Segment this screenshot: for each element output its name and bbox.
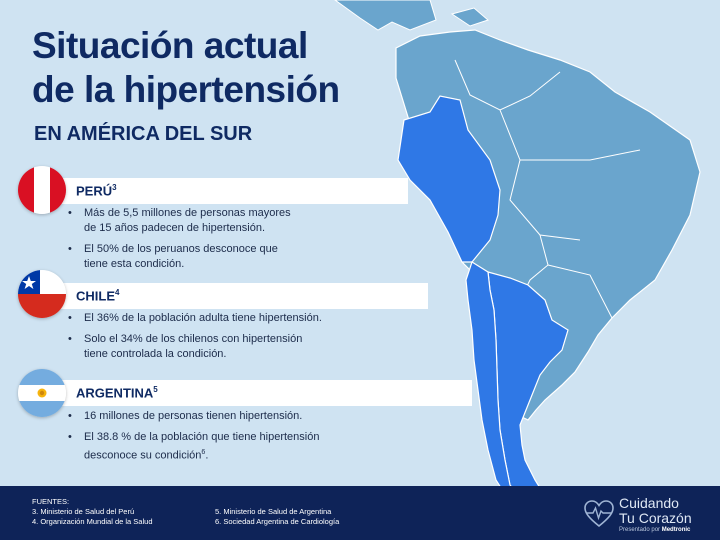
source-item: 5. Ministerio de Salud de Argentina bbox=[215, 507, 332, 516]
chile-flag-icon bbox=[18, 270, 66, 318]
source-item: 4. Organización Mundial de la Salud bbox=[32, 517, 153, 526]
central-america-landmass bbox=[334, 0, 437, 31]
peru-bullets: Más de 5,5 millones de personas mayores … bbox=[68, 206, 291, 278]
source-item: 3. Ministerio de Salud del Perú bbox=[32, 507, 135, 516]
list-item: Más de 5,5 millones de personas mayores … bbox=[68, 206, 291, 236]
peru-region bbox=[397, 95, 501, 263]
brand-line-2: Tu Corazón bbox=[619, 510, 692, 526]
title-line-1: Situación actual bbox=[32, 25, 308, 66]
title-line-2: de la hipertensión bbox=[32, 69, 340, 110]
heart-pulse-icon bbox=[584, 500, 614, 528]
page-subtitle: EN AMÉRICA DEL SUR bbox=[34, 123, 253, 145]
country-bar-argentina: ARGENTINA5 bbox=[40, 380, 472, 406]
country-name-argentina: ARGENTINA5 bbox=[76, 385, 158, 401]
brand-logo: Cuidando Tu Corazón Presentado por Medtr… bbox=[583, 493, 713, 537]
chile-bullets: El 36% de la población adulta tiene hipe… bbox=[68, 311, 322, 368]
list-item: El 36% de la población adulta tiene hipe… bbox=[68, 311, 322, 326]
country-borders bbox=[454, 59, 641, 386]
sources-right: 5. Ministerio de Salud de Argentina 6. S… bbox=[215, 507, 339, 527]
argentina-bullets: 16 millones de personas tienen hipertens… bbox=[68, 409, 319, 470]
sources-left: 3. Ministerio de Salud del Perú 4. Organ… bbox=[32, 507, 153, 527]
argentina-flag-icon bbox=[18, 369, 66, 417]
peru-flag-icon bbox=[18, 166, 66, 214]
country-bar-peru: PERÚ3 bbox=[40, 178, 408, 204]
list-item: El 50% de los peruanos desconoce que tie… bbox=[68, 242, 291, 272]
sources-heading: FUENTES: bbox=[32, 497, 70, 506]
country-name-chile: CHILE4 bbox=[76, 288, 120, 304]
country-bar-chile: CHILE4 bbox=[40, 283, 428, 309]
sources-footer: FUENTES: 3. Ministerio de Salud del Perú… bbox=[0, 486, 720, 540]
brand-line-1: Cuidando bbox=[619, 495, 679, 511]
brand-presented-by: Presentado por Medtronic bbox=[619, 527, 691, 533]
page-title: Situación actual de la hipertensión bbox=[32, 24, 340, 112]
list-item: Solo el 34% de los chilenos con hiperten… bbox=[68, 332, 322, 362]
list-item: El 38.8 % de la población que tiene hipe… bbox=[68, 430, 319, 464]
caribbean-island bbox=[450, 7, 489, 27]
source-item: 6. Sociedad Argentina de Cardiología bbox=[215, 517, 340, 526]
list-item: 16 millones de personas tienen hipertens… bbox=[68, 409, 319, 424]
country-name-peru: PERÚ3 bbox=[76, 183, 117, 199]
